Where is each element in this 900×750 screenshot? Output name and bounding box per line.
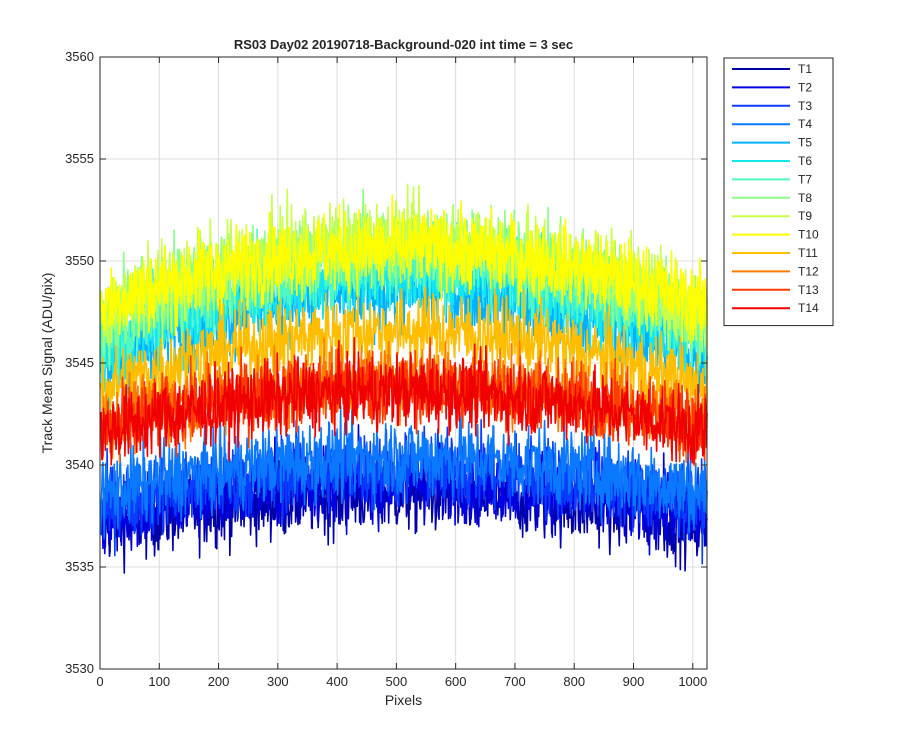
y-tick-label: 3555 [65,151,94,166]
legend-label-t7: T7 [798,172,812,186]
x-tick-label: 100 [148,674,170,689]
legend-label-t8: T8 [798,191,812,205]
x-tick-label: 600 [445,674,467,689]
legend-label-t6: T6 [798,154,812,168]
legend-label-t2: T2 [798,80,812,94]
legend-label-t4: T4 [798,117,812,131]
legend-label-t1: T1 [798,62,812,76]
tick-layer: 0 100 200 300 400 500 600 700 800 900 1000 3530 3535… [65,49,707,689]
legend-label-t14: T14 [798,301,819,315]
x-tick-label: 500 [386,674,408,689]
legend-label-t11: T11 [798,246,818,260]
x-tick-label: 400 [326,674,348,689]
legend-label-t12: T12 [798,264,819,278]
x-tick-label: 700 [504,674,526,689]
y-tick-label: 3560 [65,49,94,64]
series-line-t11 [99,286,708,429]
y-tick-label: 3540 [65,457,94,472]
series-line-t10 [99,194,708,344]
y-tick-label: 3530 [65,661,94,676]
x-tick-label: 300 [267,674,289,689]
x-tick-label: 0 [96,674,103,689]
legend-label-t5: T5 [798,136,812,150]
y-tick-label: 3550 [65,253,94,268]
x-tick-label: 1000 [678,674,707,689]
legend: T1 T2 T3 T4 T5 T6 T7 T8 T9 T10 T11 T12 T13 T14 [723,57,834,327]
series-line-t4 [99,404,708,540]
y-axis-title: Track Mean Signal (ADU/pix) [39,273,55,454]
legend-box [723,57,834,327]
x-axis-title: Pixels [385,692,422,708]
y-tick-label: 3545 [65,355,94,370]
y-tick-label: 3535 [65,559,94,574]
chart-title: RS03 Day02 20190718-Background-020 int t… [234,37,573,52]
legend-label-t3: T3 [798,99,812,113]
series-layer [99,183,708,574]
x-tick-label: 200 [208,674,230,689]
x-tick-label: 900 [623,674,645,689]
legend-label-t10: T10 [798,228,819,242]
legend-label-t9: T9 [798,209,812,223]
x-tick-label: 800 [563,674,585,689]
series-line-t14 [99,337,708,466]
legend-label-t13: T13 [798,283,819,297]
